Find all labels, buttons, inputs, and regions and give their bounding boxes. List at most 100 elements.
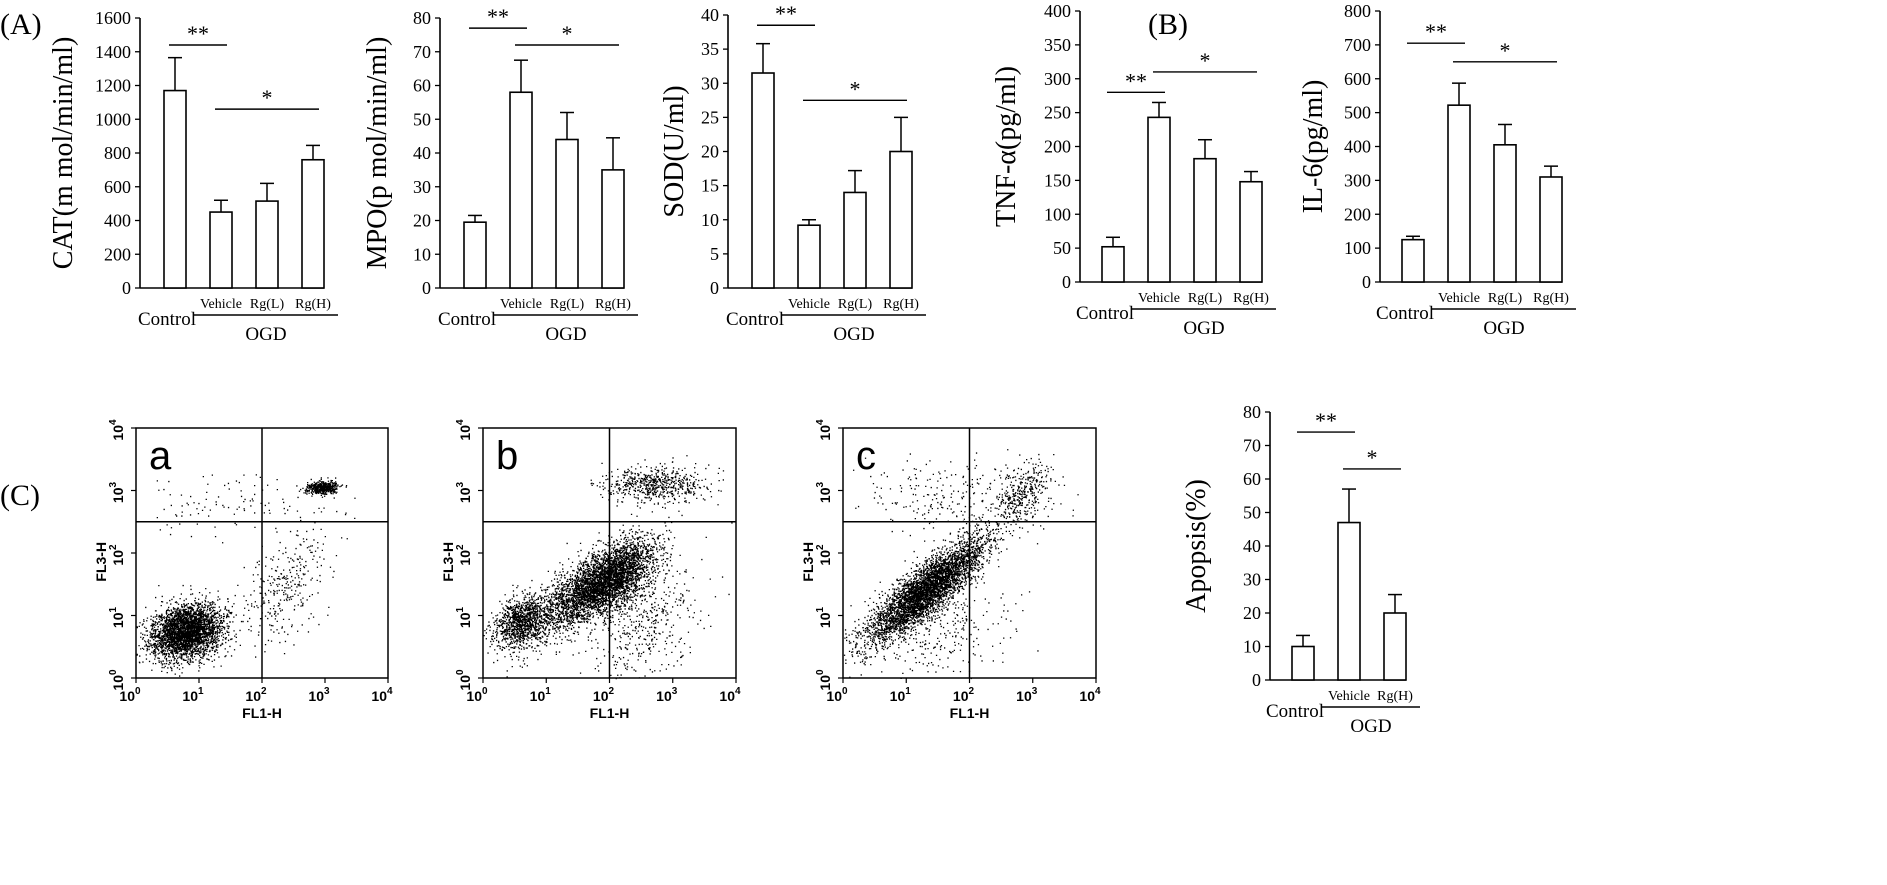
category-label: Rg(H) (295, 297, 331, 312)
y-tick-label: 40 (1243, 536, 1261, 556)
x-tick-label: 103 (1016, 686, 1038, 704)
bar (1539, 176, 1563, 283)
significance-label: ** (775, 1, 797, 26)
category-label: Rg(H) (1377, 689, 1413, 704)
category-label: Rg(H) (883, 297, 919, 312)
category-label: Vehicle (1138, 291, 1180, 306)
group-label: OGD (1350, 716, 1391, 737)
bar (1147, 116, 1171, 283)
y-axis-label: MPO(p mol/min/ml) (362, 37, 393, 270)
bar (509, 91, 533, 289)
x-tick-label: 101 (890, 686, 912, 704)
panel-label-c: (C) (0, 479, 40, 512)
bar (301, 158, 325, 289)
y-tick-label: 102 (455, 544, 473, 566)
y-tick-label: 400 (1044, 1, 1071, 21)
y-tick-label: 600 (104, 177, 131, 197)
significance-label: * (1367, 445, 1378, 470)
y-tick-label: 35 (701, 39, 719, 59)
x-tick-label: 104 (1079, 686, 1101, 704)
significance-label: ** (487, 4, 509, 29)
category-label: Vehicle (788, 297, 830, 312)
y-tick-label: 80 (413, 8, 431, 28)
y-tick-label: 20 (1243, 603, 1261, 623)
y-tick-label: 100 (1344, 238, 1371, 258)
y-tick-label: 30 (413, 177, 431, 197)
significance-label: ** (1125, 68, 1147, 93)
cat-bar-chart: 0 200 400 600 800 1000 1200 1400 1600 CAT(m mol/m… (48, 8, 338, 345)
panel-letter: a (149, 434, 172, 478)
y-tick-label: 300 (1344, 170, 1371, 190)
bar (555, 138, 579, 289)
y-tick-label: 800 (104, 143, 131, 163)
y-tick-label: 25 (701, 107, 719, 127)
y-tick-label: 50 (413, 109, 431, 129)
y-tick-label: 400 (104, 211, 131, 231)
y-tick-label: 100 (1044, 204, 1071, 224)
scatter-points (483, 455, 733, 680)
y-tick-label: 500 (1344, 103, 1371, 123)
mpo-bar-chart: 0 10 20 30 40 50 60 70 80 MPO(p mol/min/ml) Contro… (362, 4, 638, 345)
cell-population (487, 536, 652, 678)
category-label: Vehicle (1438, 291, 1480, 306)
x-tick-label: 104 (371, 686, 393, 704)
cell-population (978, 449, 1064, 539)
x-axis-label: FL1-H (590, 705, 630, 721)
scatter-points (843, 449, 1079, 680)
y-tick-label: 50 (1243, 503, 1261, 523)
category-label: Control (138, 309, 196, 330)
x-tick-label: 100 (119, 686, 141, 704)
y-tick-label: 101 (108, 606, 126, 628)
y-tick-label: 250 (1044, 103, 1071, 123)
y-tick-label: 103 (108, 481, 126, 503)
y-tick-label: 40 (413, 143, 431, 163)
category-label: Rg(L) (1488, 291, 1523, 306)
x-tick-label: 104 (719, 686, 741, 704)
y-tick-label: 101 (455, 606, 473, 628)
category-label: Rg(H) (1233, 291, 1269, 306)
y-tick-label: 0 (122, 278, 131, 298)
y-tick-label: 15 (701, 176, 719, 196)
bar (1401, 238, 1425, 283)
y-axis-label: FL3-H (93, 542, 109, 582)
y-tick-label: 400 (1344, 137, 1371, 157)
x-tick-label: 102 (593, 686, 615, 704)
x-axis-label: FL1-H (242, 705, 282, 721)
panel-label-a: (A) (0, 8, 42, 41)
y-tick-label: 200 (1344, 204, 1371, 224)
x-tick-label: 103 (656, 686, 678, 704)
bar (255, 200, 279, 289)
y-axis-label: SOD(U/ml) (659, 85, 690, 217)
y-axis-label: IL-6(pg/ml) (1298, 80, 1329, 214)
y-axis-label: CAT(m mol/min/ml) (48, 37, 79, 270)
y-tick-label: 10 (413, 244, 431, 264)
cell-population (844, 496, 1039, 678)
x-tick-label: 101 (182, 686, 204, 704)
category-label: Rg(L) (1188, 291, 1223, 306)
bar (751, 72, 775, 289)
x-tick-label: 100 (826, 686, 848, 704)
bar (209, 211, 233, 289)
panel-letter: c (856, 434, 876, 478)
x-tick-label: 100 (466, 686, 488, 704)
bar (1493, 144, 1517, 283)
y-tick-label: 200 (1044, 137, 1071, 157)
significance-label: * (850, 76, 861, 101)
significance-label: * (1500, 38, 1511, 63)
significance-label: ** (1315, 408, 1337, 433)
y-tick-label: 40 (701, 5, 719, 25)
scatter-points (136, 474, 356, 677)
category-label: Control (1376, 303, 1434, 324)
y-tick-label: 70 (1243, 436, 1261, 456)
y-tick-label: 30 (1243, 570, 1261, 590)
cell-population (590, 455, 725, 512)
cell-population (298, 477, 348, 499)
y-tick-label: 0 (710, 278, 719, 298)
y-tick-label: 100 (108, 669, 126, 691)
x-tick-label: 103 (308, 686, 330, 704)
bar (1193, 157, 1217, 283)
y-tick-label: 1000 (95, 109, 131, 129)
